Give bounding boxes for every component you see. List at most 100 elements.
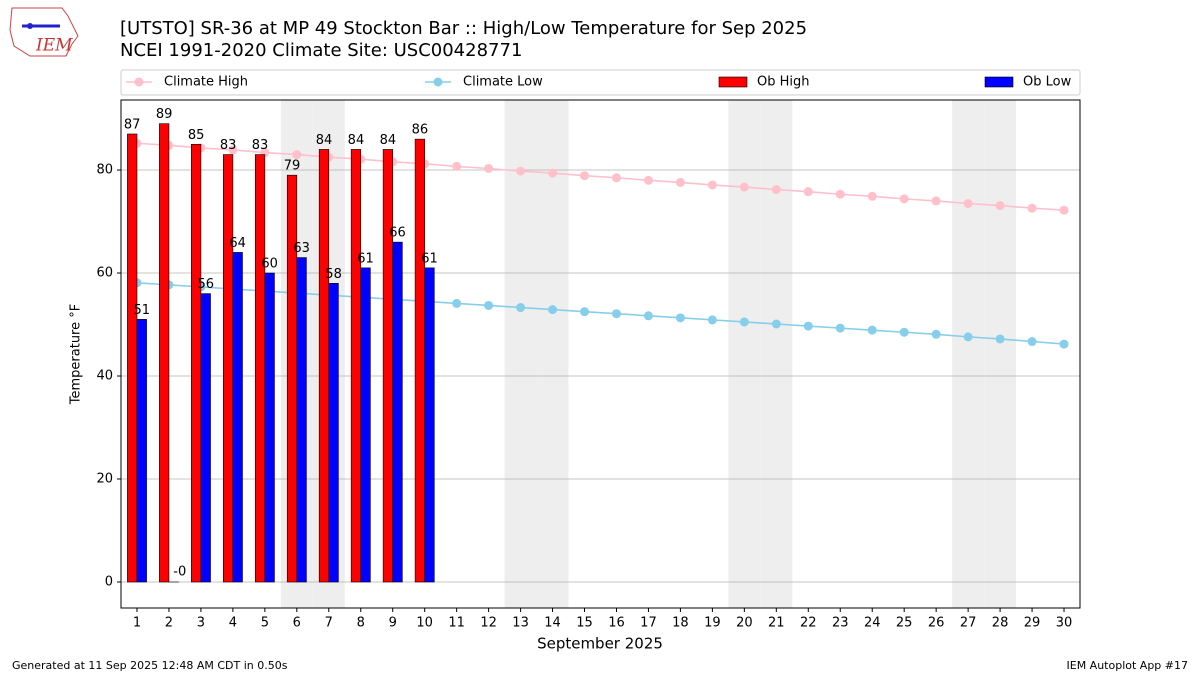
chart-title: [UTSTO] SR-36 at MP 49 Stockton Bar :: H…	[120, 18, 807, 39]
plot-frame	[120, 99, 1081, 609]
legend-label: Climate High	[164, 75, 248, 90]
x-tick-label: 9	[389, 616, 397, 631]
x-tick-label: 20	[736, 616, 753, 631]
line-marker	[643, 175, 653, 185]
line-marker	[228, 145, 238, 155]
x-tick-label: 19	[704, 616, 721, 631]
bar	[296, 257, 307, 583]
legend-marker	[433, 77, 443, 87]
line-marker	[931, 329, 941, 339]
legend-label: Ob Low	[1023, 75, 1072, 90]
x-tick-label: 4	[229, 616, 237, 631]
weekend-shade	[952, 100, 985, 608]
data-label: 87	[124, 117, 141, 132]
data-label: 61	[421, 251, 438, 266]
chart-subtitle: NCEI 1991-2020 Climate Site: USC00428771	[120, 40, 522, 61]
bar	[191, 143, 202, 583]
x-tick-label: 17	[640, 616, 657, 631]
bar	[318, 149, 330, 583]
data-label: 58	[325, 267, 342, 282]
x-tick-label: 29	[1024, 616, 1041, 631]
x-tick-label: 11	[448, 616, 465, 631]
y-tick-label: 80	[96, 163, 113, 178]
bar	[286, 174, 298, 583]
data-label: 56	[197, 277, 214, 292]
weekend-shade	[760, 100, 793, 608]
x-tick-label: 15	[576, 616, 593, 631]
data-label: -0	[173, 564, 186, 579]
x-tick-label: 10	[416, 616, 433, 631]
y-axis-label: Temperature °F	[69, 304, 84, 405]
line-marker	[675, 313, 685, 323]
legend-marker	[134, 77, 144, 87]
bar	[392, 241, 403, 583]
line-marker	[292, 150, 302, 160]
x-tick-label: 5	[261, 616, 269, 631]
y-tick-label: 60	[96, 266, 113, 281]
data-label: 63	[293, 241, 310, 256]
x-tick-label: 27	[960, 616, 977, 631]
weekend-shade	[728, 100, 761, 608]
line-marker	[803, 321, 813, 331]
line-marker	[963, 332, 973, 342]
line-marker	[835, 189, 845, 199]
line-marker	[580, 171, 590, 181]
x-tick-label: 22	[800, 616, 817, 631]
logo: IEM	[9, 7, 79, 57]
line-marker	[611, 309, 621, 319]
line-marker	[611, 173, 621, 183]
line-marker	[803, 187, 813, 197]
x-tick-label: 12	[480, 616, 497, 631]
bar	[136, 319, 147, 583]
x-tick-label: 6	[293, 616, 301, 631]
line-marker	[995, 334, 1005, 344]
y-tick-label: 40	[96, 369, 113, 384]
weekend-shade	[984, 100, 1017, 608]
line-marker	[1027, 203, 1037, 213]
x-tick-label: 13	[512, 616, 529, 631]
y-tick-label: 0	[105, 574, 113, 589]
line-marker	[1059, 339, 1069, 349]
x-axis-label: September 2025	[537, 635, 663, 653]
x-tick-label: 28	[992, 616, 1009, 631]
data-label: 83	[220, 138, 237, 153]
bar	[232, 252, 243, 583]
data-label: 84	[348, 133, 365, 148]
line-marker	[899, 194, 909, 204]
line-marker	[707, 180, 717, 190]
line-marker	[516, 303, 526, 313]
bar	[200, 293, 211, 583]
line-marker	[899, 327, 909, 337]
legend	[120, 69, 1081, 96]
bar	[424, 267, 435, 583]
data-label: 86	[412, 123, 429, 138]
bar	[360, 267, 371, 583]
line-marker	[675, 177, 685, 187]
x-tick-label: 16	[608, 616, 625, 631]
line-marker	[739, 182, 749, 192]
x-tick-label: 7	[325, 616, 333, 631]
line-marker	[452, 298, 462, 308]
data-label: 51	[134, 303, 151, 318]
line-marker	[835, 323, 845, 333]
data-label: 84	[380, 133, 397, 148]
data-label: 61	[357, 251, 374, 266]
bar	[264, 272, 275, 583]
line-marker	[963, 199, 973, 209]
footer-right: IEM Autoplot App #17	[1067, 659, 1189, 672]
x-tick-label: 24	[864, 616, 881, 631]
bar	[414, 138, 425, 583]
bar	[127, 133, 138, 583]
line-marker	[867, 191, 877, 201]
x-tick-label: 23	[832, 616, 849, 631]
x-tick-label: 26	[928, 616, 945, 631]
bar	[159, 123, 170, 583]
line	[136, 282, 1065, 345]
x-tick-label: 21	[768, 616, 785, 631]
line-marker	[1059, 205, 1069, 215]
data-label: 83	[252, 138, 269, 153]
line-marker	[643, 311, 653, 321]
data-label: 84	[316, 133, 333, 148]
bar	[382, 149, 394, 583]
